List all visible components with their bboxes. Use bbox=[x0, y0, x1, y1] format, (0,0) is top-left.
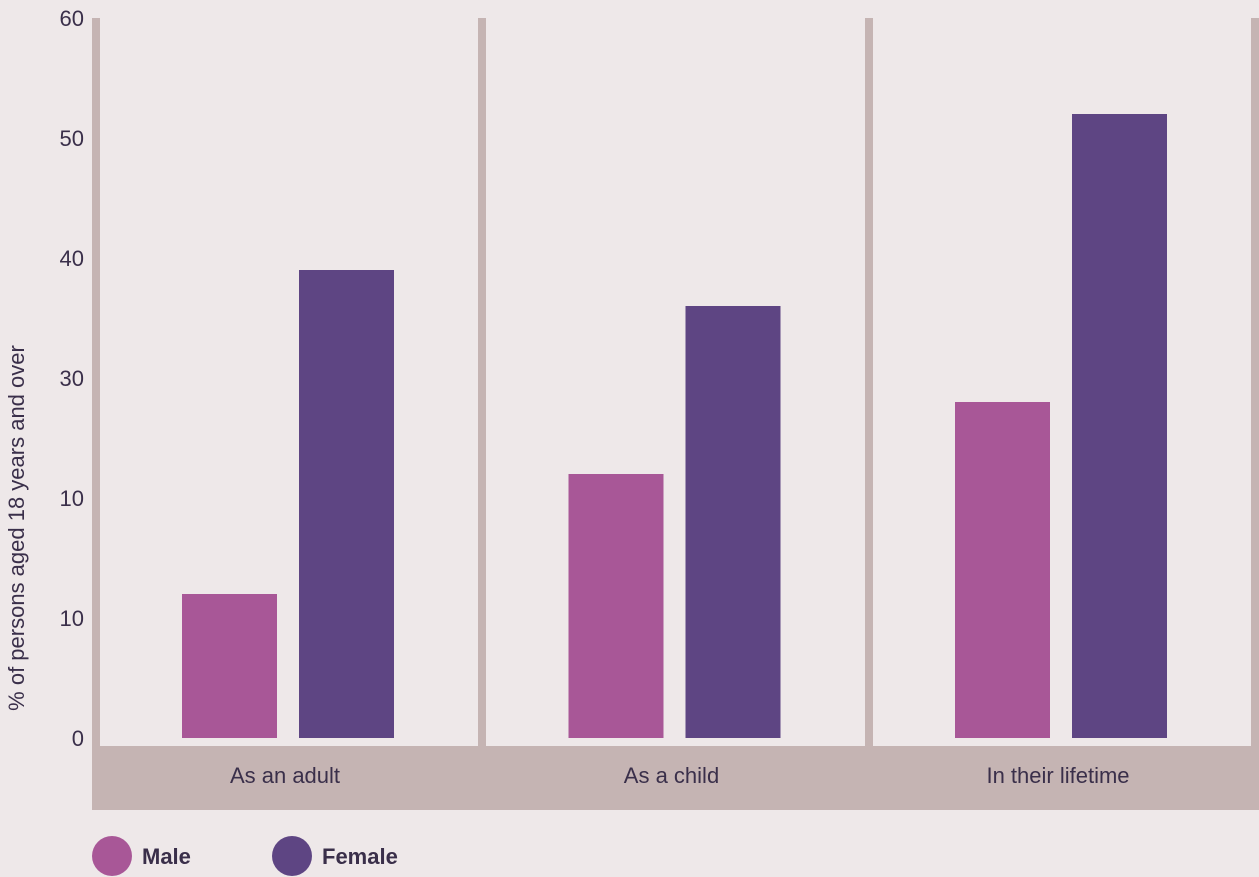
bar-male-3 bbox=[955, 402, 1050, 738]
category-label: In their lifetime bbox=[986, 763, 1129, 788]
panel-divider bbox=[92, 18, 100, 746]
y-tick-label: 0 bbox=[72, 726, 84, 751]
category-panels bbox=[92, 18, 1259, 810]
y-tick-label: 10 bbox=[60, 486, 84, 511]
bar-male-2 bbox=[568, 474, 664, 738]
legend-label-female: Female bbox=[322, 844, 398, 869]
y-tick-label: 30 bbox=[60, 366, 84, 391]
y-axis-ticks: 0 10 10 30 40 50 60 bbox=[60, 6, 84, 751]
y-tick-label: 60 bbox=[60, 6, 84, 31]
category-label: As a child bbox=[624, 763, 719, 788]
bar-female-2 bbox=[685, 306, 781, 738]
panel-divider bbox=[865, 18, 873, 746]
panel-divider bbox=[478, 18, 486, 746]
bar-female-3 bbox=[1072, 114, 1167, 738]
bars bbox=[182, 114, 1167, 738]
category-labels: As an adult As a child In their lifetime bbox=[230, 763, 1130, 788]
category-band bbox=[92, 746, 1259, 810]
legend-label-male: Male bbox=[142, 844, 191, 869]
y-tick-label: 50 bbox=[60, 126, 84, 151]
bar-male-1 bbox=[182, 594, 277, 738]
legend-swatch-female bbox=[272, 836, 312, 876]
legend: Male Female bbox=[92, 836, 398, 876]
bar-female-1 bbox=[299, 270, 394, 738]
y-axis-label: % of persons aged 18 years and over bbox=[4, 345, 29, 711]
panel-divider bbox=[1251, 18, 1259, 746]
category-label: As an adult bbox=[230, 763, 340, 788]
legend-swatch-male bbox=[92, 836, 132, 876]
y-tick-label: 10 bbox=[60, 606, 84, 631]
y-tick-label: 40 bbox=[60, 246, 84, 271]
